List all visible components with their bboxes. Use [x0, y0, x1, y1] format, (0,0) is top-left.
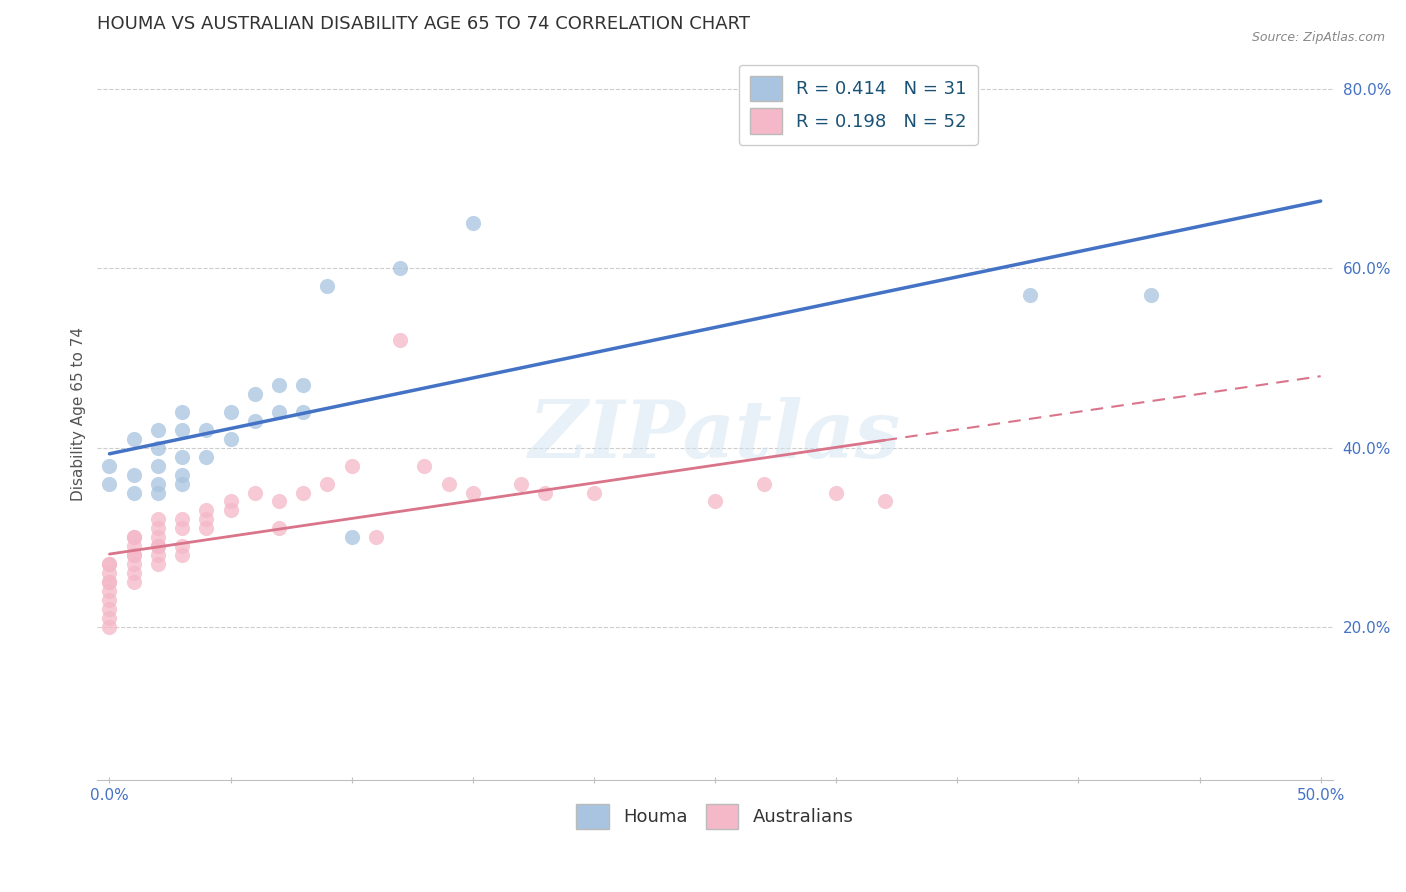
Point: [534, 485, 557, 500]
Point: [243, 414, 266, 428]
Legend: Houma, Australians: Houma, Australians: [569, 797, 860, 837]
Point: [704, 494, 727, 508]
Point: [582, 485, 605, 500]
Point: [98, 558, 121, 572]
Text: HOUMA VS AUSTRALIAN DISABILITY AGE 65 TO 74 CORRELATION CHART: HOUMA VS AUSTRALIAN DISABILITY AGE 65 TO…: [97, 15, 751, 33]
Point: [146, 423, 169, 437]
Point: [122, 558, 145, 572]
Point: [98, 566, 121, 581]
Point: [122, 432, 145, 446]
Point: [195, 423, 218, 437]
Point: [219, 405, 242, 419]
Point: [122, 549, 145, 563]
Point: [98, 575, 121, 590]
Point: [243, 387, 266, 401]
Point: [172, 521, 194, 535]
Point: [292, 377, 315, 392]
Point: [146, 540, 169, 554]
Point: [316, 279, 339, 293]
Point: [172, 549, 194, 563]
Point: [267, 521, 290, 535]
Point: [413, 458, 436, 473]
Point: [1140, 288, 1163, 302]
Point: [195, 512, 218, 526]
Point: [98, 584, 121, 599]
Point: [122, 530, 145, 544]
Text: Source: ZipAtlas.com: Source: ZipAtlas.com: [1251, 31, 1385, 45]
Point: [98, 458, 121, 473]
Point: [1019, 288, 1042, 302]
Point: [340, 530, 363, 544]
Point: [98, 620, 121, 634]
Point: [219, 503, 242, 517]
Point: [122, 540, 145, 554]
Point: [146, 512, 169, 526]
Point: [752, 476, 775, 491]
Point: [510, 476, 533, 491]
Point: [172, 405, 194, 419]
Point: [98, 476, 121, 491]
Point: [172, 476, 194, 491]
Point: [437, 476, 460, 491]
Point: [172, 512, 194, 526]
Point: [122, 530, 145, 544]
Point: [98, 602, 121, 616]
Point: [146, 540, 169, 554]
Point: [195, 521, 218, 535]
Point: [267, 494, 290, 508]
Point: [146, 558, 169, 572]
Point: [243, 485, 266, 500]
Point: [122, 485, 145, 500]
Point: [122, 549, 145, 563]
Point: [98, 593, 121, 607]
Point: [389, 261, 412, 276]
Point: [219, 494, 242, 508]
Point: [292, 405, 315, 419]
Point: [267, 405, 290, 419]
Point: [146, 441, 169, 455]
Text: ZIPatlas: ZIPatlas: [529, 397, 901, 475]
Point: [267, 377, 290, 392]
Point: [461, 216, 484, 230]
Point: [873, 494, 896, 508]
Point: [195, 503, 218, 517]
Point: [146, 530, 169, 544]
Y-axis label: Disability Age 65 to 74: Disability Age 65 to 74: [72, 327, 86, 501]
Point: [172, 450, 194, 464]
Point: [146, 521, 169, 535]
Point: [146, 549, 169, 563]
Point: [98, 575, 121, 590]
Point: [340, 458, 363, 473]
Point: [172, 540, 194, 554]
Point: [122, 566, 145, 581]
Point: [172, 423, 194, 437]
Point: [98, 611, 121, 625]
Point: [195, 450, 218, 464]
Point: [825, 485, 848, 500]
Point: [122, 575, 145, 590]
Point: [122, 467, 145, 482]
Point: [98, 558, 121, 572]
Point: [364, 530, 387, 544]
Point: [146, 476, 169, 491]
Point: [219, 432, 242, 446]
Point: [461, 485, 484, 500]
Point: [292, 485, 315, 500]
Point: [316, 476, 339, 491]
Point: [146, 458, 169, 473]
Point: [389, 333, 412, 347]
Point: [172, 467, 194, 482]
Point: [146, 485, 169, 500]
